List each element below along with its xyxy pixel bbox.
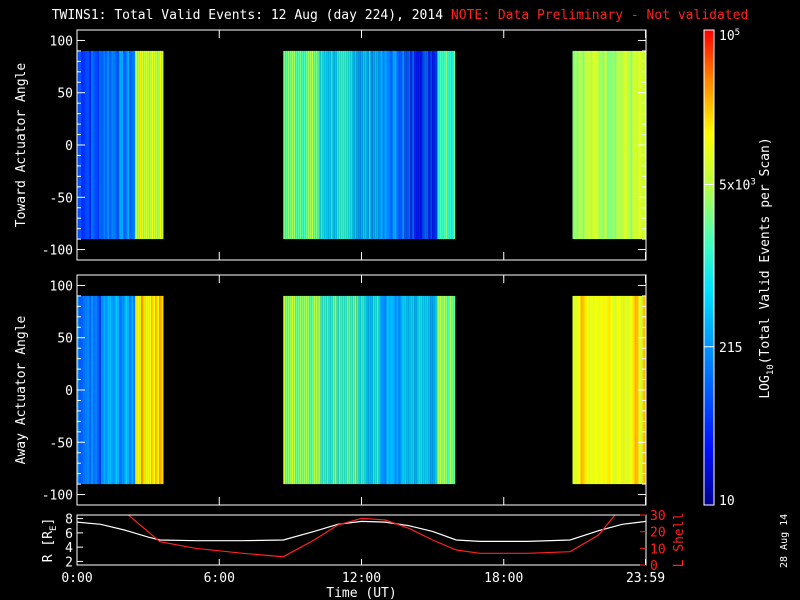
data-block — [103, 50, 136, 240]
data-block — [318, 50, 357, 240]
toward-heatmap-panel: -100 -50 0 50 100 Toward Actuator Angle — [14, 29, 647, 261]
colorbar-tick-label: 5x103 — [719, 177, 756, 193]
y-tick-label: 100 — [50, 34, 73, 49]
y2-axis-label: L Shell — [672, 513, 687, 568]
y2-tick-label: 30 — [650, 509, 666, 524]
x-tick-label: 18:00 — [484, 571, 523, 586]
y-tick-label: -50 — [50, 436, 73, 451]
data-block — [380, 50, 405, 240]
y-axis-label: R [RE] — [41, 518, 59, 563]
y-tick-label: 2 — [65, 555, 73, 570]
y-tick-label: 50 — [57, 332, 73, 347]
data-block — [404, 295, 438, 485]
x-axis-label: Time (UT) — [326, 586, 396, 600]
y-axis-label: Toward Actuator Angle — [14, 63, 29, 228]
data-block — [283, 50, 319, 240]
date-stamp: 28 Aug 14 — [779, 514, 790, 568]
data-block — [572, 295, 646, 485]
colorbar-tick-label: 105 — [719, 28, 740, 44]
y-tick-label: 6 — [65, 527, 73, 542]
data-block — [404, 50, 438, 240]
data-block — [380, 295, 405, 485]
data-block — [356, 295, 381, 485]
colorbar-tick-label: 10 — [719, 494, 735, 509]
y-tick-label: -100 — [42, 489, 73, 504]
x-tick-label: 12:00 — [342, 571, 381, 586]
y-tick-label: -50 — [50, 191, 73, 206]
data-block — [572, 50, 646, 240]
colorbar-label: LOG10(Total Valid Events per Scan) — [758, 137, 776, 398]
data-block — [103, 295, 136, 485]
y-tick-label: 4 — [65, 541, 73, 556]
x-tick-label: 0:00 — [61, 571, 92, 586]
data-block — [437, 50, 456, 240]
x-tick-label: 6:00 — [204, 571, 235, 586]
x-tick-label: 23:59 — [626, 571, 665, 586]
colorbar-gradient — [704, 30, 714, 505]
y-tick-label: -100 — [42, 244, 73, 259]
colorbar-tick-label: 215 — [719, 341, 742, 356]
radius-series-line — [77, 520, 646, 543]
x-axis: 0:00 6:00 12:00 18:00 23:59 — [61, 559, 665, 586]
y-tick-label: 0 — [65, 384, 73, 399]
y-axis-label: Away Actuator Angle — [14, 315, 29, 464]
y-tick-label: 100 — [50, 279, 73, 294]
data-block — [135, 295, 164, 485]
y2-tick-label: 20 — [650, 526, 666, 541]
data-block — [135, 50, 164, 240]
y-axis: -100 -50 0 50 100 — [42, 30, 647, 260]
colorbar: 10 215 5x103 105 LOG10(Total Valid Events p… — [703, 28, 776, 509]
y2-tick-label: 10 — [650, 542, 666, 557]
lshell-series-line — [127, 515, 616, 558]
y-axis: -100 -50 0 50 100 — [42, 275, 647, 505]
y-tick-label: 8 — [65, 513, 73, 528]
y-tick-label: 0 — [65, 139, 73, 154]
away-heatmap-panel: -100 -50 0 50 100 Away Actuator Angle — [14, 274, 647, 506]
preliminary-note: NOTE: Data Preliminary - Not validated — [450, 8, 749, 23]
data-block — [437, 295, 456, 485]
chart-title: TWINS1: Total Valid Events: 12 Aug (day … — [0, 8, 800, 23]
chart-title-text: TWINS1: Total Valid Events: 12 Aug (day … — [51, 8, 444, 23]
y-tick-label: 50 — [57, 87, 73, 102]
data-block — [356, 50, 381, 240]
data-block — [318, 295, 357, 485]
data-block — [283, 295, 319, 485]
y2-tick-label: 0 — [650, 559, 658, 574]
